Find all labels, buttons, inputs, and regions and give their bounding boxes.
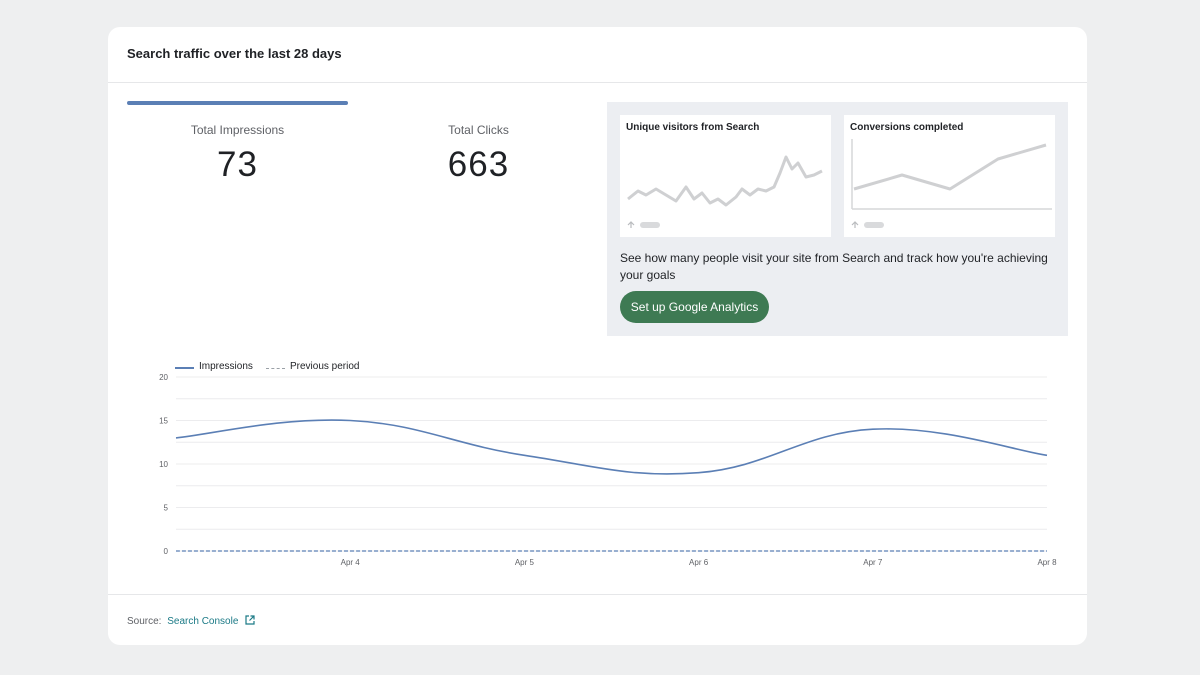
- x-tick-label: Apr 6: [689, 558, 709, 567]
- impressions-legend-label[interactable]: Impressions: [199, 361, 253, 372]
- search-console-link[interactable]: Search Console: [167, 616, 239, 627]
- external-link-icon[interactable]: [245, 615, 255, 625]
- x-tick-label: Apr 7: [863, 558, 883, 567]
- source-attribution: Source: Search Console: [127, 615, 255, 627]
- y-tick-label: 0: [164, 547, 169, 556]
- total-impressions-label: Total Impressions: [190, 123, 285, 137]
- impressions-legend-swatch: [175, 367, 194, 369]
- previous-period-legend-swatch: [266, 368, 285, 369]
- unique-visitors-preview-card: Unique visitors from Search: [620, 115, 831, 237]
- y-tick-label: 15: [159, 417, 168, 426]
- conversions-preview-card: Conversions completed: [844, 115, 1055, 237]
- y-tick-label: 10: [159, 460, 168, 469]
- conversions-sparkline: [851, 139, 1052, 228]
- conversions-title: Conversions completed: [850, 122, 964, 133]
- x-tick-label: Apr 8: [1037, 558, 1057, 567]
- ga-description: See how many people visit your site from…: [620, 251, 1048, 282]
- arrow-up-icon: [627, 221, 635, 228]
- search-traffic-card: Search traffic over the last 28 days Tot…: [108, 27, 1087, 645]
- impressions-tab-indicator[interactable]: [127, 101, 348, 105]
- total-clicks-value: 663: [447, 145, 510, 184]
- total-impressions-value: 73: [217, 145, 258, 184]
- unique-visitors-sparkline: [627, 155, 823, 228]
- total-clicks-label: Total Clicks: [448, 123, 509, 137]
- card-footer: Source: Search Console: [108, 594, 1087, 645]
- x-tick-label: Apr 4: [341, 558, 361, 567]
- placeholder-pill: [864, 222, 884, 228]
- y-tick-label: 20: [159, 373, 168, 382]
- total-impressions-metric[interactable]: Total Impressions 73: [127, 123, 348, 185]
- total-clicks-metric[interactable]: Total Clicks 663: [368, 123, 589, 185]
- unique-visitors-line: [627, 155, 823, 207]
- impressions-line-chart: 0 5 10 15 20 Apr 4 Apr 5 Apr 6 Apr 7 Apr 8: [159, 373, 1057, 567]
- unique-visitors-title: Unique visitors from Search: [626, 122, 760, 133]
- previous-period-legend-label[interactable]: Previous period: [290, 361, 360, 372]
- x-tick-label: Apr 5: [515, 558, 535, 567]
- setup-google-analytics-button[interactable]: Set up Google Analytics: [620, 291, 769, 323]
- google-analytics-promo: Unique visitors from Search Conversions …: [607, 102, 1068, 336]
- impressions-series-line[interactable]: [175, 419, 1048, 475]
- conversions-line: [853, 143, 1047, 191]
- card-title: Search traffic over the last 28 days: [127, 46, 342, 61]
- arrow-up-icon: [851, 221, 859, 228]
- y-tick-label: 5: [164, 504, 169, 513]
- placeholder-pill: [640, 222, 660, 228]
- source-label: Source:: [127, 616, 162, 627]
- card-header: Search traffic over the last 28 days: [108, 27, 1087, 83]
